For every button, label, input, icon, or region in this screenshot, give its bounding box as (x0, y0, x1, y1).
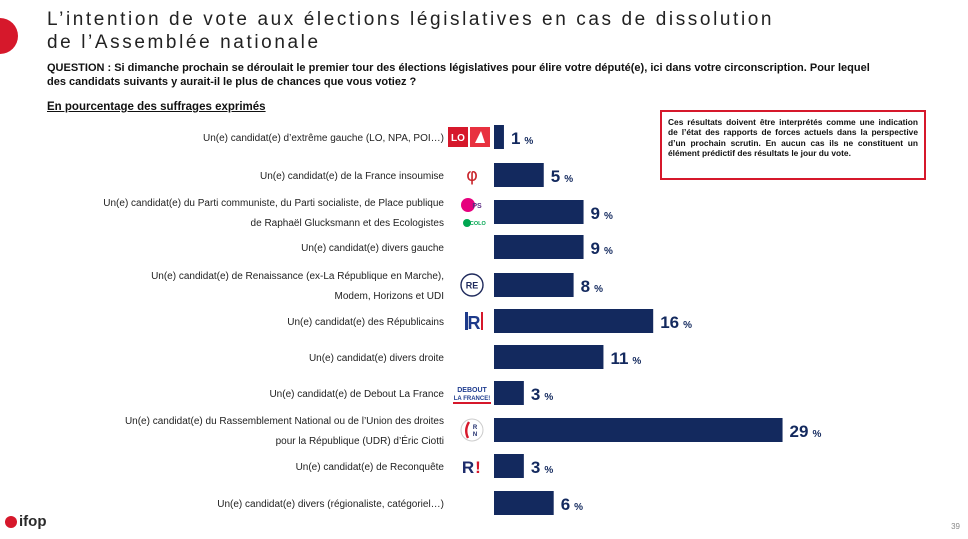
rec-r: R (462, 458, 474, 477)
category-label: Un(e) candidat(e) de la France insoumise (260, 171, 444, 182)
category-label: Un(e) candidat(e) de Renaissance (ex-La … (151, 271, 444, 282)
bar-value-label: 8% (581, 277, 603, 296)
ecolo-text: ÉCOLO (466, 219, 486, 227)
ifop-logo-dot-icon (5, 515, 17, 528)
lo-text: LO (451, 133, 465, 144)
ecolo-dot (463, 219, 471, 227)
lr-red-stroke (481, 312, 483, 330)
rn-logo: RN (460, 418, 484, 442)
chart-bar (494, 418, 783, 442)
chart-bar (494, 309, 654, 333)
chart-bar (494, 200, 584, 224)
category-label: de Raphaël Glucksmann et des Ecologistes (251, 218, 444, 229)
ifop-logo: ifop (5, 513, 47, 530)
category-label: Modem, Horizons et UDI (335, 291, 444, 302)
category-label: Un(e) candidat(e) de Reconquête (296, 462, 445, 473)
chart-bar (494, 273, 574, 297)
chart-bar (494, 491, 554, 515)
ifop-logo-text: ifop (19, 513, 47, 530)
category-label: Un(e) candidat(e) divers droite (309, 353, 444, 364)
rn-text-r: R (473, 425, 478, 431)
title-line-2: de l’Assemblée nationale (47, 32, 321, 53)
question-text: QUESTION : Si dimanche prochain se dérou… (47, 62, 870, 88)
bar-value-label: 6% (561, 495, 583, 514)
category-label: Un(e) candidat(e) des Républicains (287, 317, 444, 328)
ps-ecologistes-logo: PS ÉCOLO (461, 198, 486, 227)
bar-value-label: 5% (551, 167, 573, 186)
category-label: pour la République (UDR) d’Éric Ciotti (276, 434, 444, 447)
dlf-underline (453, 402, 491, 404)
rn-flame (465, 421, 471, 439)
corner-accent-dot (0, 18, 18, 54)
re-text: RE (466, 281, 479, 291)
bar-value-label: 3% (531, 385, 553, 404)
lfi-phi-logo: φ (466, 165, 478, 186)
phi-glyph: φ (466, 165, 478, 186)
lr-bar (465, 312, 468, 330)
lr-text: R (468, 313, 481, 333)
page-title: L’intention de vote aux élections législ… (47, 8, 907, 54)
bar-value-label: 11% (610, 349, 641, 368)
category-label: Un(e) candidat(e) divers (régionaliste, … (217, 499, 444, 510)
lo-npa-logo: LO (448, 127, 490, 147)
reconquete-logo: R! (462, 458, 481, 477)
page-number: 39 (951, 522, 960, 531)
lo-badge (448, 127, 468, 147)
category-label: Un(e) candidat(e) de Debout La France (269, 389, 444, 400)
lr-logo: R (465, 312, 483, 333)
category-label: Un(e) candidat(e) divers gauche (301, 243, 444, 254)
bar-value-label: 16% (660, 313, 692, 332)
ps-text: PS (472, 203, 482, 210)
disclaimer-box: Ces résultats doivent être interprétés c… (660, 110, 926, 180)
rec-bang: ! (475, 458, 481, 477)
title-line-1: L’intention de vote aux élections législ… (47, 9, 775, 30)
debout-la-france-logo: DEBOUT LA FRANCE! (453, 387, 491, 404)
category-label: Un(e) candidat(e) d’extrême gauche (LO, … (203, 133, 444, 144)
npa-shape (475, 131, 485, 143)
dlf-text-bottom: LA FRANCE! (454, 396, 490, 402)
chart-bar (494, 235, 584, 259)
renaissance-logo: RE (460, 273, 484, 297)
chart-bar (494, 345, 604, 369)
category-label: Un(e) candidat(e) du Rassemblement Natio… (125, 416, 444, 427)
chart-bar (494, 454, 524, 478)
re-circle (460, 273, 484, 297)
dlf-text-top: DEBOUT (457, 387, 487, 394)
chart-subtitle: En pourcentage des suffrages exprimés (47, 101, 266, 113)
ps-rose (461, 198, 475, 212)
bar-value-label: 9% (591, 204, 613, 223)
bar-value-label: 9% (591, 239, 613, 258)
bar-value-label: 1% (511, 129, 533, 148)
chart-bar (494, 381, 524, 405)
rn-text-n: N (473, 432, 477, 438)
category-label: Un(e) candidat(e) du Parti communiste, d… (103, 198, 444, 209)
bar-value-label: 3% (531, 458, 553, 477)
chart-bar (494, 125, 504, 149)
bar-value-label: 29% (790, 422, 822, 441)
chart-bar (494, 163, 544, 187)
